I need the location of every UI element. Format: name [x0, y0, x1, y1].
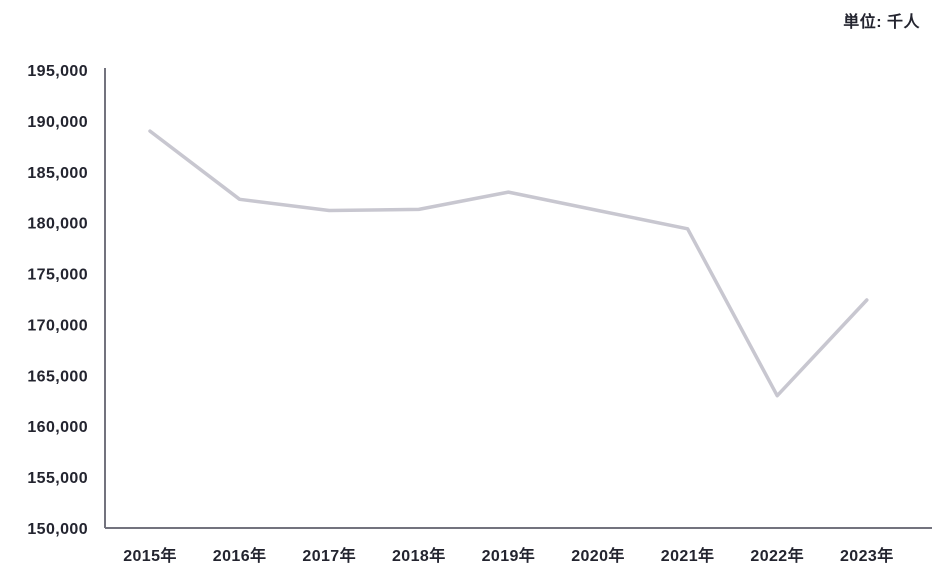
- y-axis-tick-label: 150,000: [27, 521, 88, 538]
- x-axis-tick-label: 2021年: [661, 546, 715, 565]
- x-axis-tick-label: 2016年: [213, 546, 267, 565]
- y-axis-tick-label: 170,000: [27, 317, 88, 334]
- x-axis-tick-label: 2017年: [302, 546, 356, 565]
- x-axis-tick-label: 2020年: [571, 546, 625, 565]
- x-axis-tick-label: 2023年: [840, 546, 894, 565]
- y-axis-tick-label: 190,000: [27, 114, 88, 131]
- y-axis-tick-label: 180,000: [27, 216, 88, 233]
- y-axis-tick-label: 160,000: [27, 419, 88, 436]
- y-axis-tick-label: 195,000: [27, 63, 88, 80]
- y-axis-tick-label: 155,000: [27, 470, 88, 487]
- unit-label: 単位: 千人: [843, 14, 920, 31]
- y-axis-tick-label: 165,000: [27, 368, 88, 385]
- x-axis-tick-label: 2022年: [750, 546, 804, 565]
- x-axis-tick-label: 2015年: [123, 546, 177, 565]
- y-axis-tick-label: 175,000: [27, 267, 88, 284]
- y-axis-tick-label: 185,000: [27, 165, 88, 182]
- x-axis-tick-label: 2019年: [482, 546, 536, 565]
- x-axis-tick-label: 2018年: [392, 546, 446, 565]
- data-line: [148, 129, 869, 398]
